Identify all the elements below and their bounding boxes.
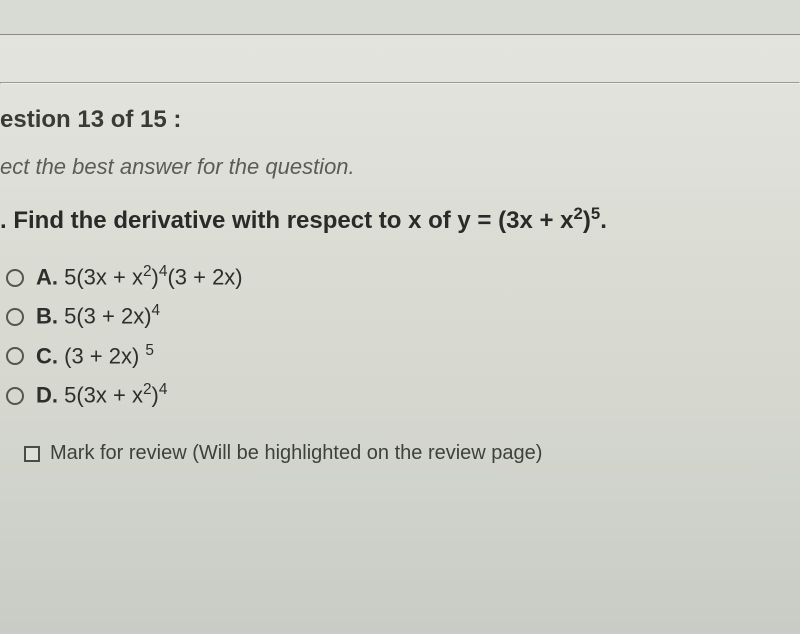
- question-mid: ): [583, 207, 591, 234]
- question-sup1: 2: [574, 204, 583, 223]
- question-prompt: . Find the derivative with respect to x …: [0, 204, 800, 235]
- question-suffix: .: [600, 207, 607, 234]
- option-d-text: D. 5(3x + x2)4: [36, 381, 167, 408]
- radio-icon[interactable]: [6, 387, 24, 405]
- option-letter: D.: [36, 382, 58, 407]
- option-d[interactable]: D. 5(3x + x2)4: [6, 381, 800, 408]
- option-b-text: B. 5(3 + 2x)4: [36, 302, 160, 329]
- mark-for-review[interactable]: Mark for review (Will be highlighted on …: [0, 442, 800, 465]
- option-letter: A.: [36, 264, 58, 289]
- question-number: estion 13 of 15 :: [0, 106, 800, 134]
- option-c[interactable]: C. (3 + 2x) 5: [6, 342, 800, 369]
- option-a[interactable]: A. 5(3x + x2)4(3 + 2x): [6, 263, 800, 290]
- question-sup2: 5: [591, 204, 600, 223]
- radio-icon[interactable]: [6, 308, 24, 326]
- radio-icon[interactable]: [6, 269, 24, 287]
- option-c-text: C. (3 + 2x) 5: [36, 342, 154, 369]
- option-b[interactable]: B. 5(3 + 2x)4: [6, 302, 800, 329]
- checkbox-icon[interactable]: [24, 446, 40, 462]
- option-letter: C.: [36, 343, 58, 368]
- page-container: estion 13 of 15 : ect the best answer fo…: [0, 34, 800, 634]
- options-list: A. 5(3x + x2)4(3 + 2x) B. 5(3 + 2x)4 C. …: [0, 263, 800, 408]
- question-prefix: . Find the derivative with respect to x …: [0, 207, 574, 234]
- option-letter: B.: [36, 304, 58, 329]
- radio-icon[interactable]: [6, 347, 24, 365]
- review-label: Mark for review (Will be highlighted on …: [50, 442, 542, 465]
- option-a-text: A. 5(3x + x2)4(3 + 2x): [36, 263, 243, 290]
- instruction-text: ect the best answer for the question.: [0, 154, 800, 180]
- top-spacer: [0, 34, 800, 82]
- content-area: estion 13 of 15 : ect the best answer fo…: [0, 84, 800, 465]
